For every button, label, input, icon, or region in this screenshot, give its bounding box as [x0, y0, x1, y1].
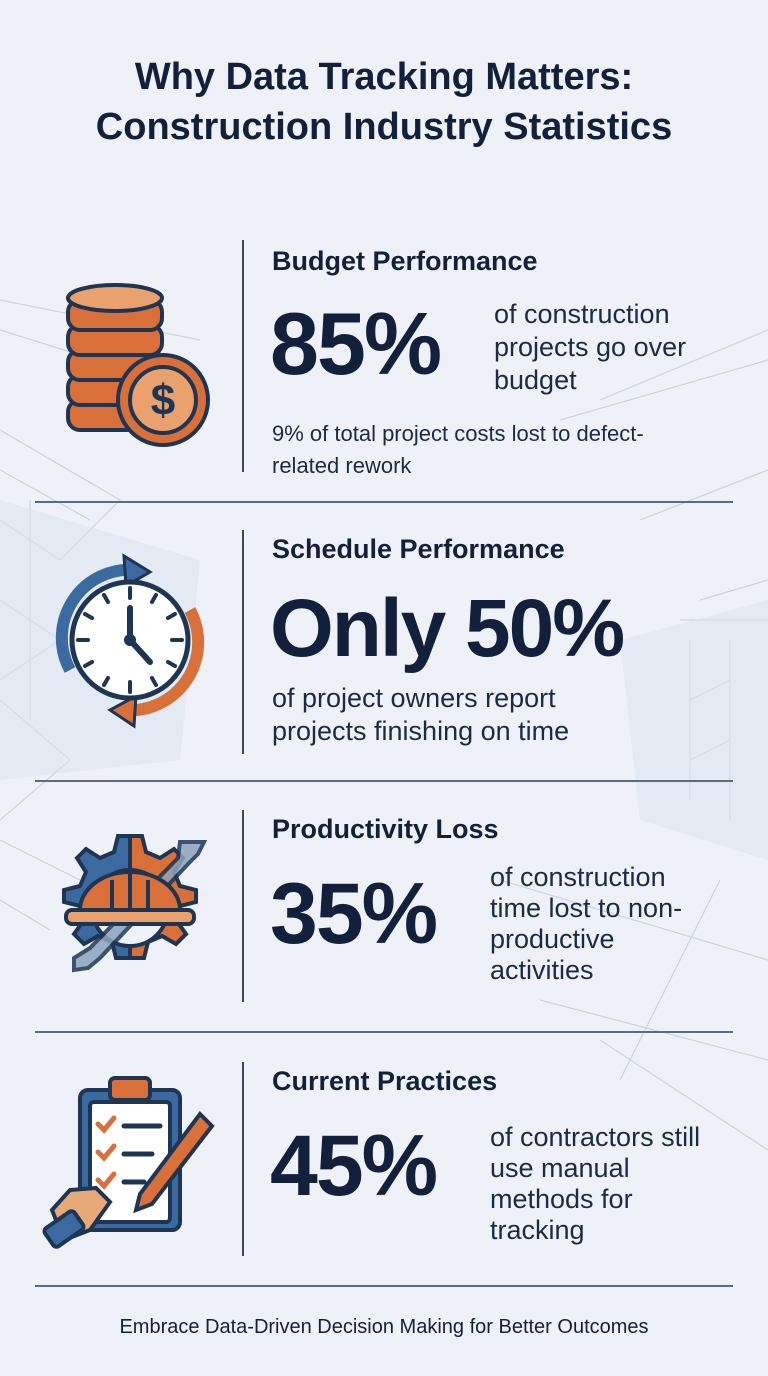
- section-current-practices: Current Practices 45% of contractors sti…: [0, 1060, 768, 1285]
- hardhat-gear-wrench-icon: [40, 818, 220, 998]
- page-title: Why Data Tracking Matters: Construction …: [0, 52, 768, 152]
- stat-value: Only 50%: [270, 583, 625, 674]
- section-heading: Current Practices: [272, 1066, 498, 1096]
- stat-description: of contractors still use manual methods …: [490, 1122, 701, 1245]
- footer-tagline: Embrace Data-Driven Decision Making for …: [119, 1316, 649, 1338]
- clipboard-checklist-pen-icon: [40, 1070, 220, 1250]
- section-budget-performance: $ Budget Performance 85% of construction…: [0, 240, 768, 502]
- section-divider-vertical: [242, 240, 244, 472]
- section-schedule-performance: Schedule Performance Only 50% of project…: [0, 528, 768, 780]
- page-title-line-1: Why Data Tracking Matters:: [134, 56, 634, 98]
- section-divider-vertical: [242, 530, 244, 754]
- section-separator: [35, 1031, 733, 1033]
- section-separator: [35, 780, 733, 782]
- section-divider-vertical: [242, 1062, 244, 1256]
- page-title-line-2: Construction Industry Statistics: [95, 106, 673, 148]
- section-divider-vertical: [242, 810, 244, 1002]
- section-heading: Schedule Performance: [272, 534, 565, 564]
- stat-value: 85%: [270, 294, 442, 393]
- stat-description: of project owners report projects finish…: [272, 683, 570, 746]
- stat-value: 35%: [270, 866, 438, 962]
- section-heading: Productivity Loss: [272, 814, 499, 844]
- section-productivity-loss: Productivity Loss 35% of construction ti…: [0, 808, 768, 1030]
- stat-description: of construction time lost to non-product…: [490, 862, 683, 985]
- section-heading: Budget Performance: [272, 246, 538, 276]
- svg-text:$: $: [151, 376, 175, 425]
- stat-value: 45%: [270, 1118, 438, 1214]
- stat-description: of construction projects go over budget: [494, 299, 687, 395]
- stat-note: 9% of total project costs lost to defect…: [272, 421, 644, 478]
- section-separator: [35, 501, 733, 503]
- clock-cycle-icon: [40, 550, 220, 730]
- coin-stack-dollar-icon: $: [40, 278, 220, 458]
- section-separator: [35, 1285, 733, 1287]
